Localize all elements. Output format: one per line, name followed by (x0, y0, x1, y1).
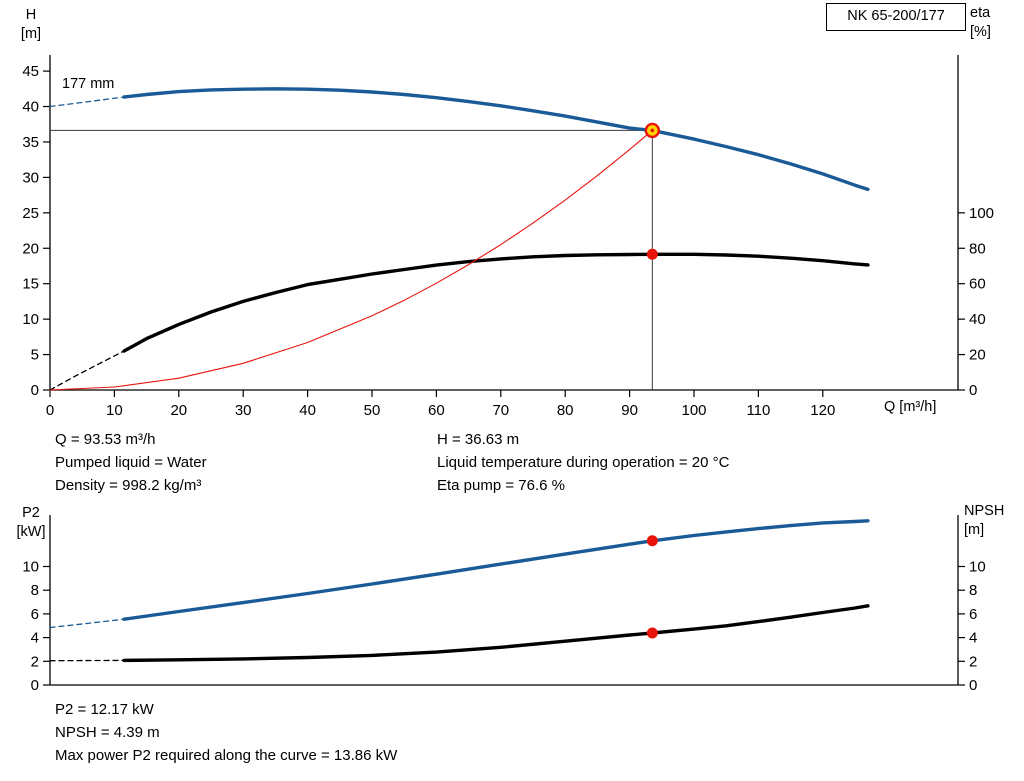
p2-axis-unit: [kW] (16, 524, 46, 540)
right-tick-label: 80 (969, 240, 986, 257)
eta-axis-title: eta [%] (970, 4, 1020, 42)
max-p2-readout: Max power P2 required along the curve = … (55, 747, 398, 764)
x-tick-label: 110 (746, 402, 770, 419)
npsh-axis-symbol: NPSH (964, 503, 1005, 519)
right-tick-label: 100 (969, 205, 994, 222)
left-tick-label: 4 (31, 630, 39, 647)
power-readout-block: P2 = 12.17 kW NPSH = 4.39 m Max power P2… (55, 698, 397, 767)
x-tick-label: 40 (299, 402, 316, 419)
eta-axis-symbol: eta (970, 5, 991, 21)
npsh-readout: NPSH = 4.39 m (55, 724, 160, 741)
left-tick-label: 0 (31, 382, 39, 399)
left-tick-label: 10 (22, 311, 39, 328)
operating-point-dot (646, 248, 658, 260)
left-tick-label: 45 (22, 63, 39, 80)
right-tick-label: 60 (969, 276, 986, 293)
pump-model-badge: NK 65-200/177 (826, 3, 966, 31)
npsh-axis-title: NPSH [m] (964, 502, 1022, 540)
eta-axis-unit: [%] (970, 24, 991, 40)
head-readout: H = 36.63 m (437, 431, 520, 448)
x-tick-label: 20 (170, 402, 187, 419)
right-tick-label: 20 (969, 347, 986, 364)
duty-readout-left: Q = 93.53 m³/h Pumped liquid = Water Den… (55, 428, 207, 497)
left-tick-label: 20 (22, 240, 39, 257)
operating-point-dot (646, 627, 658, 639)
right-tick-label: 8 (969, 582, 977, 599)
left-tick-label: 30 (22, 169, 39, 186)
p2-npsh-chart: 0 2 4 6 8 10 0 2 4 6 8 10 (22, 515, 986, 694)
impeller-diameter-label: 177 mm (62, 76, 115, 92)
h-axis-unit: [m] (20, 26, 42, 42)
right-tick-label: 10 (969, 559, 986, 576)
left-tick-label: 10 (22, 559, 39, 576)
affinity-parabola-to-duty-point-curve (49, 129, 653, 391)
x-tick-label: 120 (810, 402, 835, 419)
x-tick-label: 50 (364, 402, 381, 419)
head-177-mm-curve (122, 87, 870, 192)
flow-readout: Q = 93.53 m³/h (55, 431, 156, 448)
x-tick-label: 100 (681, 402, 706, 419)
head-177-mm-lead-curve (49, 96, 125, 108)
h-axis-symbol: H (25, 7, 37, 23)
p2-axis-title: P2 [kW] (10, 504, 52, 542)
right-tick-label: 0 (969, 382, 977, 399)
p2-lead-curve (49, 618, 125, 629)
right-tick-label: 40 (969, 311, 986, 328)
p2-readout: P2 = 12.17 kW (55, 701, 154, 718)
duty-readout-right: H = 36.63 m Liquid temperature during op… (437, 428, 729, 497)
left-tick-label: 25 (22, 205, 39, 222)
eta-pump-curve (122, 252, 870, 353)
eta-pump-lead-curve (49, 350, 125, 391)
density-readout: Density = 998.2 kg/m³ (55, 477, 202, 494)
x-tick-label: 60 (428, 402, 445, 419)
right-tick-label: 6 (969, 606, 977, 623)
p2-curve (122, 519, 870, 621)
right-tick-label: 4 (969, 630, 977, 647)
left-tick-label: 2 (31, 653, 39, 670)
right-tick-label: 2 (969, 653, 977, 670)
eta-pump-readout: Eta pump = 76.6 % (437, 477, 565, 494)
left-tick-label: 0 (31, 677, 39, 694)
left-tick-label: 6 (31, 606, 39, 623)
x-tick-label: 80 (557, 402, 574, 419)
h-axis-title: H [m] (10, 6, 52, 44)
duty-point-center (650, 128, 655, 133)
q-axis-title: Q [m³/h] (884, 399, 937, 415)
left-tick-label: 5 (31, 347, 39, 364)
left-tick-label: 35 (22, 134, 39, 151)
left-tick-label: 8 (31, 582, 39, 599)
liquid-temperature-readout: Liquid temperature during operation = 20… (437, 454, 730, 471)
pumped-liquid-readout: Pumped liquid = Water (55, 454, 207, 471)
left-tick-label: 15 (22, 276, 39, 293)
npsh-axis-unit: [m] (964, 522, 985, 538)
x-tick-label: 0 (46, 402, 54, 419)
x-tick-label: 30 (235, 402, 252, 419)
qh-chart: 0 5 10 15 20 25 30 35 40 45 0 20 40 60 80 100 0 10 20 30 40 5… (22, 55, 994, 419)
right-tick-label: 0 (969, 677, 977, 694)
x-tick-label: 90 (621, 402, 638, 419)
p2-axis-symbol: P2 (22, 505, 40, 521)
left-tick-label: 40 (22, 99, 39, 116)
operating-point-dot (646, 535, 658, 547)
x-tick-label: 10 (106, 402, 123, 419)
npsh-curve (122, 604, 870, 663)
x-tick-label: 70 (492, 402, 509, 419)
